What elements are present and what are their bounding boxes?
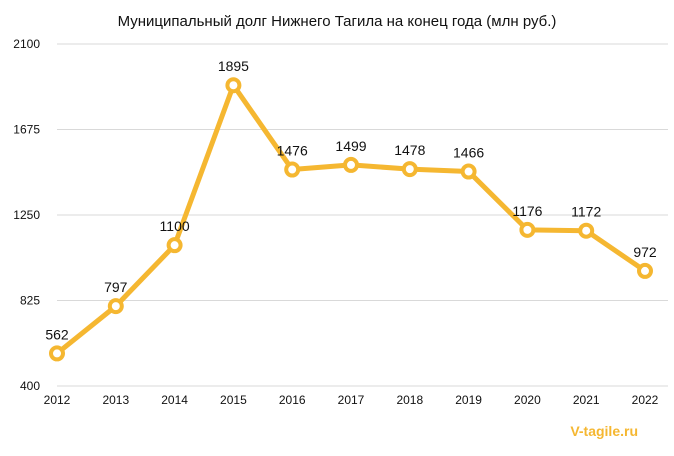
series-polyline	[54, 82, 648, 356]
x-tick-label: 2012	[44, 393, 71, 407]
data-label: 1476	[277, 143, 308, 159]
gridlines	[57, 43, 668, 387]
x-tick-label: 2017	[338, 393, 365, 407]
y-tick-label: 1250	[13, 208, 40, 222]
data-point	[578, 222, 595, 239]
y-tick-label: 825	[20, 294, 40, 308]
x-tick-label: 2015	[220, 393, 247, 407]
data-label: 1176	[512, 203, 542, 219]
chart-title: Муниципальный долг Нижнего Тагила на кон…	[118, 13, 557, 30]
x-tick-label: 2018	[396, 393, 423, 407]
watermark-text: V-tagile.ru	[570, 423, 638, 439]
data-label: 1499	[335, 138, 366, 154]
data-point	[284, 161, 301, 178]
x-tick-label: 2013	[102, 393, 129, 407]
data-label: 1895	[218, 58, 249, 74]
x-axis-tick-labels: 2012 2013 2014 2015 2016 2017 2018 2019 2020 2021…	[44, 393, 659, 407]
data-point	[107, 298, 124, 315]
data-point	[519, 221, 536, 238]
series-line	[54, 82, 648, 356]
data-label: 1172	[571, 204, 601, 220]
data-point	[49, 345, 65, 362]
data-label: 1100	[160, 218, 190, 234]
y-axis-tick-labels: 400 825 1250 1675 2100	[13, 37, 40, 393]
x-tick-label: 2016	[279, 393, 306, 407]
data-label: 562	[45, 326, 69, 342]
data-label: 1478	[394, 142, 425, 158]
data-point	[225, 77, 242, 94]
data-point	[343, 156, 359, 173]
data-point	[460, 163, 477, 180]
x-tick-label: 2019	[455, 393, 482, 407]
x-tick-label: 2020	[514, 393, 541, 407]
data-label: 972	[633, 244, 657, 260]
data-labels: 562 797 1100 1895 1476 1499 1478 1466 1176 1172 97…	[45, 58, 657, 342]
y-tick-label: 1675	[13, 123, 40, 137]
y-tick-label: 2100	[13, 37, 40, 51]
x-tick-label: 2014	[161, 393, 188, 407]
data-label: 1466	[453, 145, 484, 161]
x-tick-label: 2022	[632, 393, 659, 407]
y-tick-label: 400	[20, 379, 40, 393]
data-points	[49, 77, 653, 362]
data-label: 797	[104, 279, 128, 295]
x-tick-label: 2021	[573, 393, 600, 407]
data-point	[166, 237, 183, 254]
data-point	[637, 262, 653, 279]
data-point	[401, 161, 418, 178]
